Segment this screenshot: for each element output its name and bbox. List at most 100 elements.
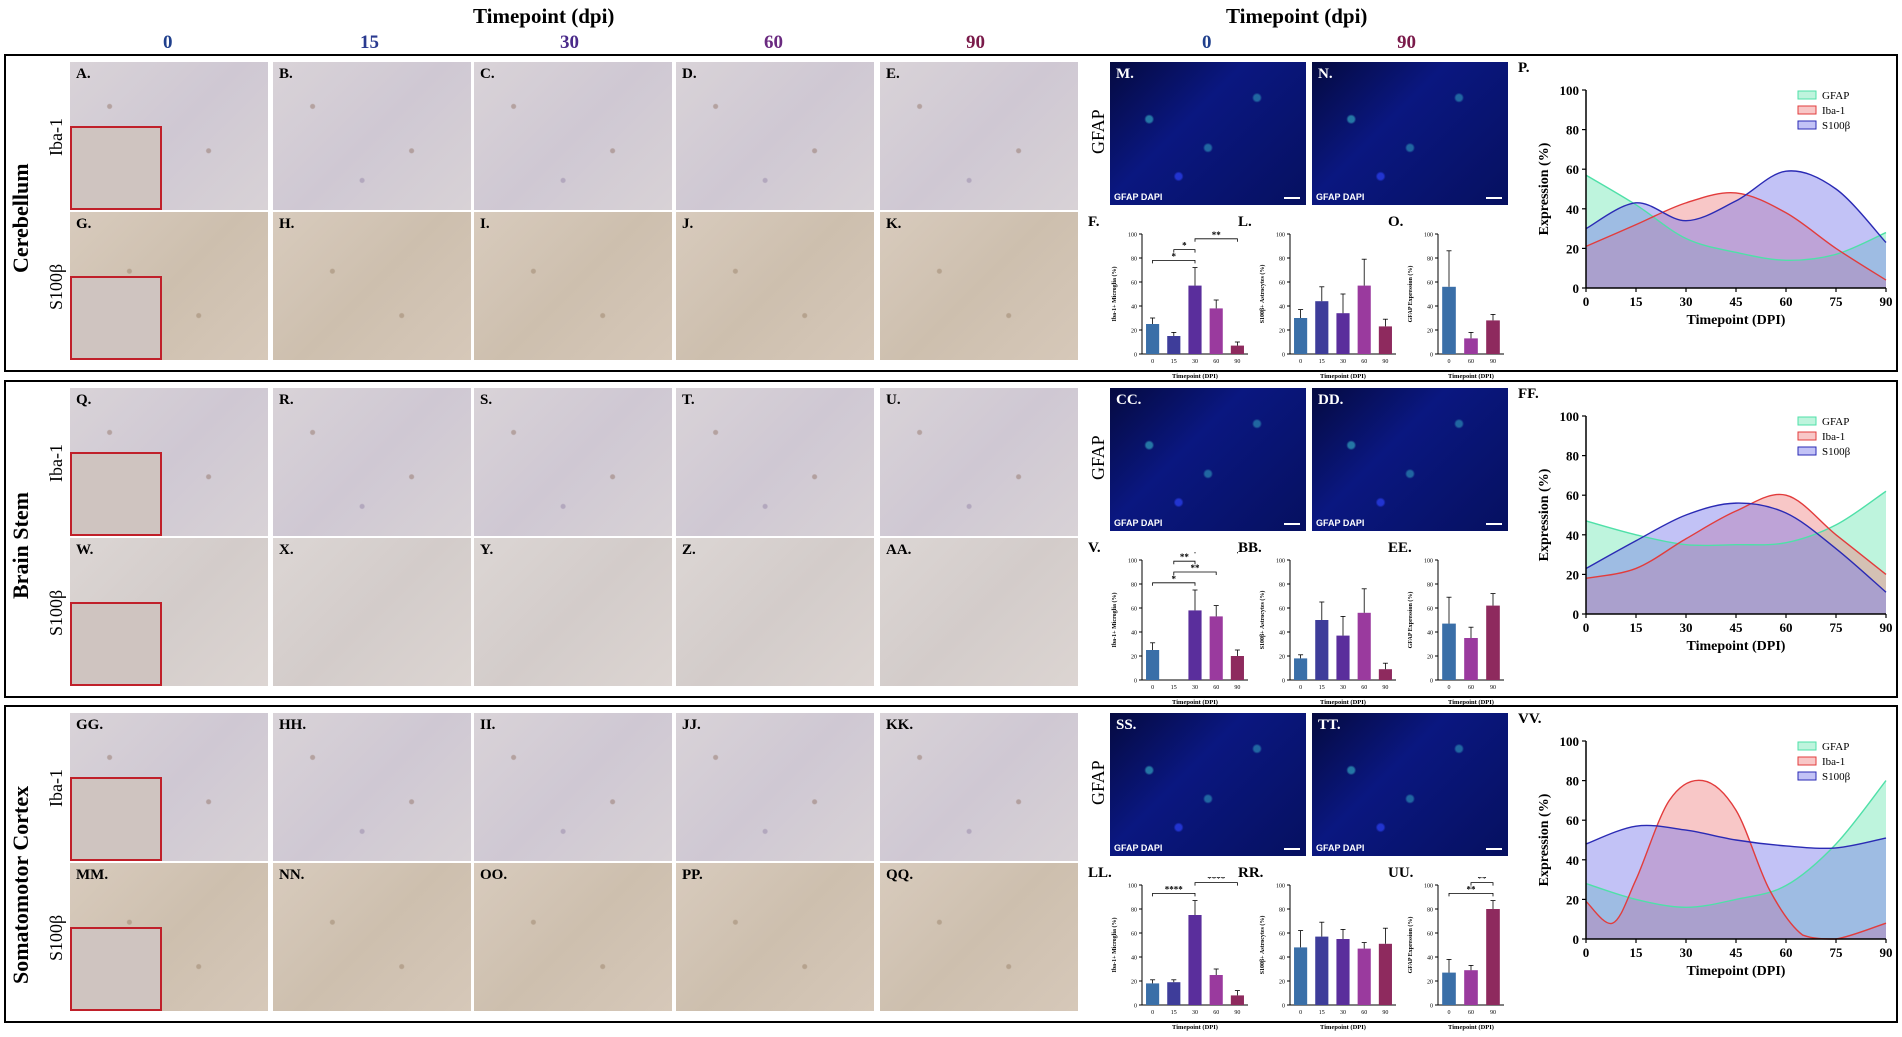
- y-tick-label: 20: [1566, 567, 1579, 582]
- panel-label: JJ.: [682, 717, 701, 733]
- region-label: Brain Stem: [8, 492, 33, 599]
- ihc-panel: QQ.: [880, 863, 1078, 1011]
- x-tick-label: 0: [1151, 359, 1154, 365]
- gfap-panel: M. GFAP DAPI: [1110, 62, 1306, 205]
- section-2: [4, 705, 1898, 1023]
- y-tick-label: 0: [1430, 1004, 1433, 1010]
- x-axis-label: Timepoint (DPI): [1448, 373, 1494, 380]
- stain-label-gfap: GFAP: [1088, 109, 1108, 154]
- x-tick-label: 15: [1171, 1010, 1177, 1016]
- y-tick-label: 40: [1131, 631, 1137, 637]
- x-tick-label: 90: [1490, 1010, 1496, 1016]
- fluor-caption: GFAP DAPI: [1316, 192, 1365, 202]
- bar-chart: 0 20 40 60 80 100 GFAP Expression (%) Timepoint…: [1407, 559, 1504, 706]
- x-axis-label: Timepoint (DPI): [1172, 373, 1218, 380]
- y-tick-label: 80: [1566, 123, 1579, 138]
- panel-label: NN.: [279, 867, 305, 883]
- significance-label: *: [1172, 574, 1177, 584]
- bar-chart-label: O.: [1388, 214, 1404, 230]
- significance-bracket: [1173, 571, 1217, 575]
- bar: [1294, 658, 1308, 680]
- significance-label: ****: [1165, 884, 1184, 894]
- bar: [1336, 313, 1350, 354]
- ihc-panel: OO.: [474, 863, 672, 1011]
- y-tick-label: 80: [1279, 583, 1285, 589]
- x-tick-label: 0: [1299, 359, 1302, 365]
- panel-label: D.: [682, 66, 697, 82]
- y-tick-label: 100: [1560, 734, 1580, 749]
- ihc-panel: K.: [880, 212, 1078, 360]
- x-tick-label: 15: [1630, 294, 1644, 309]
- y-tick-label: 80: [1131, 583, 1137, 589]
- bar: [1230, 995, 1244, 1005]
- legend-label: GFAP: [1822, 741, 1849, 753]
- inset-zoom: [70, 602, 162, 686]
- bar-chart-label: V.: [1088, 540, 1101, 556]
- curve-chart-label: VV.: [1518, 711, 1542, 727]
- ihc-panel: R.: [273, 388, 471, 536]
- series-area: [1586, 170, 1886, 288]
- region-label: Somatomotor Cortex: [8, 785, 33, 984]
- ihc-panel: Q.: [70, 388, 268, 536]
- significance-bracket: [1194, 882, 1238, 886]
- significance-label: **: [1467, 884, 1477, 894]
- y-tick-label: 80: [1427, 583, 1433, 589]
- panel-label: AA.: [886, 542, 912, 558]
- y-tick-label: 60: [1131, 281, 1137, 287]
- stain-label-iba: Iba-1: [46, 118, 66, 156]
- bar-chart: 0 20 40 60 80 100 S100β+ Astrocytes (%) Timepoi…: [1259, 233, 1396, 380]
- x-tick-label: 60: [1361, 685, 1367, 691]
- bar: [1188, 915, 1202, 1005]
- region-label: Cerebellum: [8, 163, 33, 273]
- series-area: [1586, 192, 1886, 288]
- panel-label: OO.: [480, 867, 508, 883]
- bar: [1315, 301, 1329, 354]
- panel-label: R.: [279, 392, 294, 408]
- y-axis-label: Expression (%): [1537, 468, 1552, 561]
- bar: [1230, 345, 1244, 354]
- series-line: [1585, 490, 1887, 547]
- gfap-panel: N. GFAP DAPI: [1312, 62, 1508, 205]
- x-axis-label: Timepoint (DPI): [1320, 699, 1366, 706]
- bar-chart: 0 20 40 60 80 100 Iba-1+ Microglia (%) Timepoin…: [1111, 552, 1248, 706]
- x-tick-label: 90: [1880, 945, 1893, 960]
- x-tick-label: 90: [1234, 1010, 1240, 1016]
- bar: [1486, 605, 1500, 680]
- x-tick-label: 90: [1880, 620, 1893, 635]
- x-tick-label: 75: [1830, 620, 1844, 635]
- ihc-panel: C.: [474, 62, 672, 210]
- y-tick-label: 60: [1131, 932, 1137, 938]
- y-tick-label: 60: [1566, 488, 1579, 503]
- x-axis-label: Timepoint (DPI): [1172, 1024, 1218, 1031]
- ihc-panel: HH.: [273, 713, 471, 861]
- panel-label: J.: [682, 216, 694, 232]
- x-tick-label: 15: [1630, 945, 1644, 960]
- stain-label-s100: S100β: [46, 914, 66, 961]
- bar: [1294, 947, 1308, 1005]
- ihc-panel: Z.: [676, 538, 874, 686]
- x-tick-label: 45: [1730, 620, 1744, 635]
- ihc-panel: H.: [273, 212, 471, 360]
- significance-bracket: [1448, 893, 1494, 897]
- y-tick-label: 40: [1279, 956, 1285, 962]
- x-tick-label: 0: [1448, 685, 1451, 691]
- y-tick-label: 0: [1573, 932, 1580, 947]
- expression-curve-chart: 0 20 40 60 80 100 0 15 30 45 60 75 90 Timepoint (DPI)…: [1537, 83, 1893, 328]
- legend-label: Iba-1: [1822, 105, 1845, 117]
- bar-chart-label: EE.: [1388, 540, 1412, 556]
- tp-right-0: 0: [1202, 32, 1212, 53]
- panel-label: E.: [886, 66, 900, 82]
- panel-label: U.: [886, 392, 901, 408]
- y-axis-label: S100β+ Astrocytes (%): [1259, 591, 1266, 650]
- x-tick-label: 0: [1151, 685, 1154, 691]
- y-tick-label: 40: [1279, 631, 1285, 637]
- bar: [1336, 939, 1350, 1005]
- panel-label: Y.: [480, 542, 494, 558]
- x-tick-label: 0: [1583, 620, 1590, 635]
- y-tick-label: 80: [1279, 257, 1285, 263]
- y-tick-label: 20: [1279, 980, 1285, 986]
- series-line: [1585, 170, 1887, 243]
- tp-left-30: 30: [560, 32, 579, 53]
- significance-bracket: [1152, 582, 1196, 586]
- panel-label: CC.: [1116, 392, 1142, 408]
